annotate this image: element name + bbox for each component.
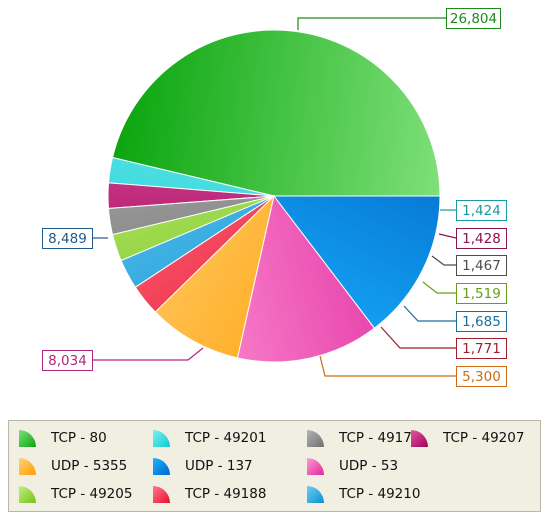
pie-slice bbox=[111, 29, 441, 197]
legend-label: TCP - 49207 bbox=[443, 430, 525, 446]
pie-slice bbox=[272, 195, 441, 329]
data-label: 8,489 bbox=[48, 231, 87, 247]
legend-item: UDP - 137 bbox=[151, 455, 253, 477]
legend-item: UDP - 53 bbox=[305, 455, 398, 477]
legend-item: TCP - 49205 bbox=[17, 483, 132, 505]
data-label: 8,034 bbox=[48, 353, 87, 369]
pie-slice bbox=[154, 194, 275, 359]
leader-line bbox=[380, 326, 456, 349]
pie-slice bbox=[236, 194, 376, 363]
legend-swatch-icon bbox=[151, 484, 177, 504]
data-label-box bbox=[456, 228, 507, 249]
data-label-box bbox=[456, 366, 507, 387]
legend-label: TCP - 49210 bbox=[339, 486, 421, 502]
legend-label: TCP - 49201 bbox=[185, 430, 267, 446]
leader-line bbox=[92, 347, 204, 361]
legend-label: UDP - 137 bbox=[185, 458, 253, 474]
data-label: 1,424 bbox=[462, 203, 501, 219]
legend-swatch-icon bbox=[17, 428, 43, 448]
leader-line bbox=[438, 233, 457, 239]
legend-swatch-icon bbox=[151, 456, 177, 476]
leader-line bbox=[319, 355, 456, 377]
legend-label: TCP - 49174 bbox=[339, 430, 421, 446]
data-label-box bbox=[456, 255, 507, 276]
legend-item: UDP - 5355 bbox=[17, 455, 127, 477]
leader-line bbox=[297, 17, 446, 30]
leader-line bbox=[403, 305, 456, 322]
legend-item: TCP - 49210 bbox=[305, 483, 420, 505]
legend-swatch-icon bbox=[17, 456, 43, 476]
legend-swatch-icon bbox=[17, 484, 43, 504]
data-label: 1,685 bbox=[462, 314, 501, 330]
legend-item: TCP - 49207 bbox=[409, 427, 524, 449]
data-label-box bbox=[42, 228, 93, 249]
legend-item: TCP - 49174 bbox=[305, 427, 420, 449]
legend-swatch-icon bbox=[151, 428, 177, 448]
data-label-box bbox=[42, 350, 93, 371]
legend-label: UDP - 5355 bbox=[51, 458, 128, 474]
data-label-box bbox=[456, 283, 507, 304]
legend-item: TCP - 49201 bbox=[151, 427, 266, 449]
legend-label: TCP - 49188 bbox=[185, 486, 267, 502]
leader-line bbox=[422, 281, 456, 294]
legend-item: TCP - 49188 bbox=[151, 483, 266, 505]
legend-label: TCP - 49205 bbox=[51, 486, 133, 502]
data-label: 5,300 bbox=[462, 369, 501, 385]
legend-swatch-icon bbox=[305, 428, 331, 448]
legend-label: UDP - 53 bbox=[339, 458, 399, 474]
legend-swatch-icon bbox=[409, 428, 435, 448]
legend-item: TCP - 80 bbox=[17, 427, 107, 449]
legend-swatch-icon bbox=[305, 456, 331, 476]
data-label: 1,519 bbox=[462, 286, 501, 302]
data-label-box bbox=[446, 8, 501, 29]
data-label-box bbox=[456, 338, 507, 359]
data-label-box bbox=[456, 200, 507, 221]
data-label: 1,428 bbox=[462, 231, 501, 247]
data-label-box bbox=[456, 311, 507, 332]
data-label: 1,467 bbox=[462, 258, 501, 274]
legend-label: TCP - 80 bbox=[51, 430, 107, 446]
pie-chart: 26,804 1,424 1,428 1,467 1,519 1,685 1,771 5,30… bbox=[42, 8, 507, 387]
legend: TCP - 80 UDP - 5355 TCP - 49205 bbox=[8, 420, 541, 512]
data-label: 1,771 bbox=[462, 341, 501, 357]
leader-line bbox=[431, 255, 456, 266]
data-label: 26,804 bbox=[450, 11, 497, 27]
legend-swatch-icon bbox=[305, 484, 331, 504]
